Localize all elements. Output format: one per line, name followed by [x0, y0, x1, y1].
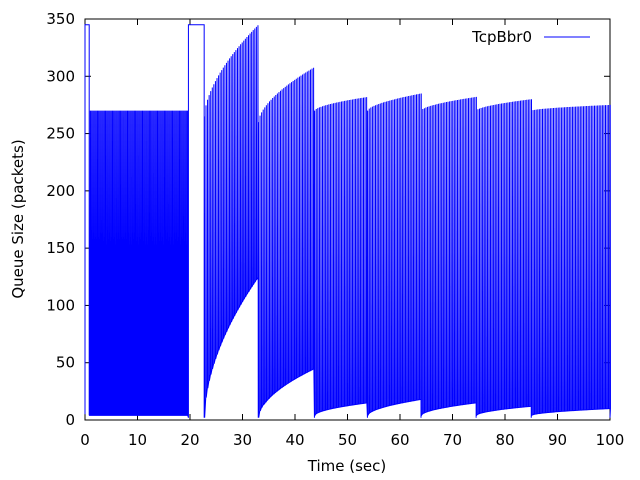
x-axis-title: Time (sec): [307, 457, 386, 475]
y-axis-title: Queue Size (packets): [9, 139, 27, 298]
y-tick-label: 0: [65, 411, 75, 429]
x-tick-label: 40: [285, 431, 304, 449]
x-tick-label: 10: [128, 431, 147, 449]
x-tick-label: 80: [495, 431, 514, 449]
x-tick-label: 20: [180, 431, 199, 449]
y-tick-label: 200: [46, 182, 75, 200]
y-tick-label: 250: [46, 125, 75, 143]
series-layer: [84, 24, 611, 418]
legend-label: TcpBbr0: [471, 28, 532, 46]
y-axis-ticks: 0 50 100 150 200 250 300 350: [46, 10, 610, 429]
y-tick-label: 350: [46, 10, 75, 28]
x-axis-ticks: 0 10 20 30 40 50 60 70 80 90 100: [80, 19, 624, 449]
x-tick-label: 30: [233, 431, 252, 449]
y-tick-label: 50: [56, 354, 75, 372]
x-tick-label: 0: [80, 431, 90, 449]
x-tick-label: 50: [338, 431, 357, 449]
x-tick-label: 70: [443, 431, 462, 449]
x-tick-label: 60: [390, 431, 409, 449]
x-tick-label: 90: [548, 431, 567, 449]
legend: TcpBbr0: [471, 28, 590, 46]
y-tick-label: 100: [46, 296, 75, 314]
series-line-tcpbbr0: [84, 24, 611, 418]
y-tick-label: 150: [46, 239, 75, 257]
x-tick-label: 100: [596, 431, 625, 449]
y-tick-label: 300: [46, 67, 75, 85]
